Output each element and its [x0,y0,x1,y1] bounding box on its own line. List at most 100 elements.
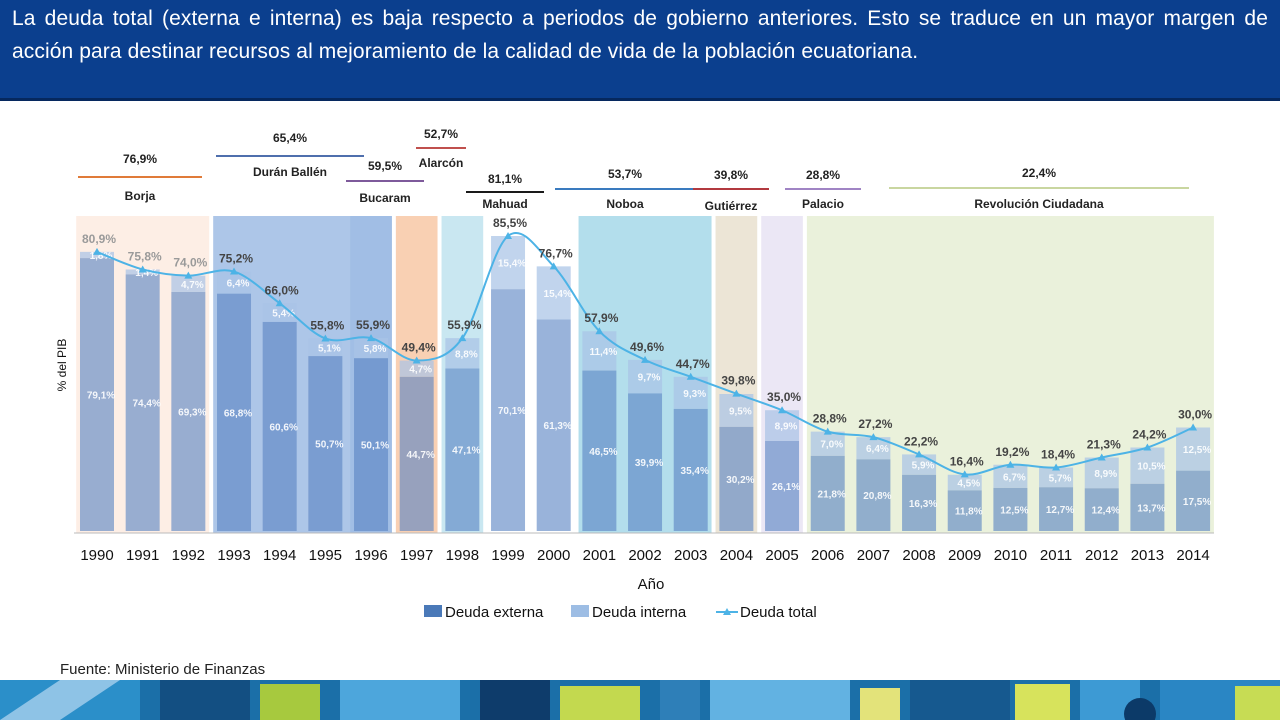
bar-deuda-externa [673,408,708,531]
marker-deuda-total [184,271,193,279]
label-deuda-externa: 16,3% [909,499,937,510]
header-banner: La deuda total (externa e interna) es ba… [0,0,1280,101]
marker-deuda-total [412,356,421,364]
label-deuda-interna: 15,4% [498,259,526,270]
marker-deuda-total [458,334,467,342]
label-deuda-externa: 21,8% [818,489,846,500]
bar-deuda-externa [308,356,343,531]
tick-label-year: 1992 [172,547,205,564]
label-deuda-externa: 50,7% [315,440,343,451]
label-deuda-interna: 7,0% [820,440,843,451]
label-deuda-externa: 44,7% [407,450,435,461]
government-name: Bucaram [359,191,410,205]
label-deuda-total: 76,7% [539,246,573,260]
debt-chart: 76,9% Borja 65,4% Durán Ballén 59,5% Bucaram 5… [55,127,1214,621]
source-note: Fuente: Ministerio de Finanzas [60,661,266,678]
marker-deuda-total [230,267,239,275]
marker-deuda-total [1006,460,1015,468]
bar-deuda-externa [810,455,845,531]
government-value: 28,8% [806,168,840,182]
label-deuda-externa: 17,5% [1183,497,1211,508]
label-deuda-interna: 8,9% [1094,469,1117,480]
marker-deuda-total [504,232,513,239]
tick-label-year: 2014 [1176,547,1209,564]
bar-deuda-interna [80,251,114,259]
government-name: Borja [125,189,156,203]
header-text: La deuda total (externa e interna) es ba… [12,7,1268,63]
tick-label-year: 2013 [1131,547,1164,564]
bar-deuda-externa [628,393,663,531]
tick-label-year: 1993 [217,547,250,564]
footer-decoration [0,680,1280,720]
bar-deuda-externa [856,459,891,531]
tick-label-year: 2012 [1085,547,1118,564]
marker-deuda-total [1143,443,1152,451]
government-value: 22,4% [1022,166,1056,180]
label-deuda-interna: 10,5% [1137,462,1165,473]
bar-deuda-externa [217,293,252,531]
bar-deuda-interna [217,271,252,294]
tick-label-year: 1996 [354,547,387,564]
marker-deuda-total [275,299,284,307]
label-deuda-interna: 8,9% [775,422,798,433]
bar-deuda-externa [445,368,480,531]
y-axis-label: % del PIB [55,339,69,392]
government-value: 39,8% [714,168,748,182]
bar-deuda-interna [308,338,343,357]
government-value: 52,7% [424,127,458,141]
government-name: Palacio [802,197,844,211]
tick-label-year: 2009 [948,547,981,564]
x-axis-label: Año [638,576,665,593]
bar-deuda-interna [445,338,480,369]
bar-deuda-externa [491,289,526,531]
label-deuda-externa: 39,9% [635,458,663,469]
bar-deuda-externa [399,376,434,531]
label-deuda-externa: 20,8% [863,491,891,502]
bar-deuda-interna [399,360,434,377]
government-name: Revolución Ciudadana [974,197,1104,211]
bar-deuda-externa [719,426,754,531]
marker-deuda-total [641,355,650,363]
legend-swatch [424,605,442,617]
tick-label-year: 2003 [674,547,707,564]
bar-deuda-externa [1039,487,1074,531]
label-deuda-externa: 35,4% [681,466,709,477]
label-deuda-total: 18,4% [1041,448,1075,462]
bar-deuda-interna [262,303,297,322]
government-name: Gutiérrez [705,199,758,213]
bar-deuda-externa [582,370,617,531]
tick-label-year: 2005 [765,547,798,564]
label-deuda-total: 49,4% [402,341,436,355]
label-deuda-total: 30,0% [1178,407,1212,421]
bar-deuda-interna [536,266,571,320]
label-deuda-interna: 4,7% [409,365,432,376]
label-deuda-externa: 13,7% [1137,503,1165,514]
label-deuda-interna: 5,9% [912,461,935,472]
tick-label-year: 2002 [628,547,661,564]
label-deuda-total: 44,7% [676,357,710,371]
bar-deuda-interna [993,464,1028,488]
label-deuda-interna: 1,8% [90,251,113,262]
label-deuda-interna: 11,4% [589,347,617,358]
tick-label-year: 2010 [994,547,1027,564]
label-deuda-total: 35,0% [767,390,801,404]
bar-deuda-externa [947,490,982,531]
bar-deuda-externa [80,258,114,531]
label-deuda-interna: 9,5% [729,406,752,417]
label-deuda-externa: 74,4% [132,399,160,410]
label-deuda-total: 28,8% [813,412,847,426]
government-value: 65,4% [273,131,307,145]
marker-deuda-total [1052,463,1061,471]
label-deuda-interna: 15,4% [544,289,572,300]
bar-deuda-interna [810,431,845,456]
label-deuda-externa: 79,1% [87,391,115,402]
marker-deuda-total [93,247,101,255]
label-deuda-total: 85,5% [493,216,527,230]
bar-deuda-interna [1039,467,1074,488]
bar-deuda-externa [902,474,937,531]
label-deuda-total: 27,2% [858,417,892,431]
label-deuda-interna: 6,4% [227,279,250,290]
label-deuda-externa: 69,3% [178,407,206,418]
label-deuda-total: 74,0% [173,256,207,270]
label-deuda-interna: 4,5% [957,479,980,490]
